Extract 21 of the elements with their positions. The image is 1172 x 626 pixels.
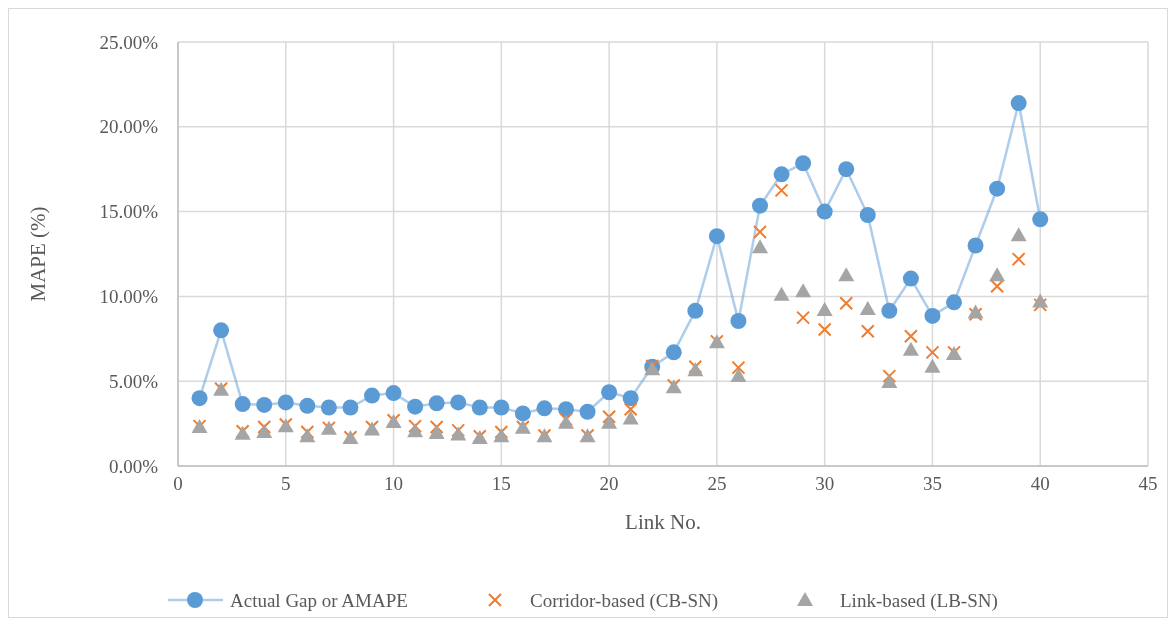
x-tick-label: 45 (1138, 473, 1158, 494)
y-tick-label: 10.00% (99, 286, 159, 308)
x-tick-label: 0 (173, 473, 183, 494)
y-tick-label: 20.00% (99, 116, 159, 138)
y-axis-title: MAPE (%) (26, 206, 50, 302)
x-tick-label: 35 (922, 473, 942, 494)
y-tick-label: 25.00% (99, 31, 159, 53)
x-tick-label: 40 (1030, 473, 1050, 494)
x-tick-label: 5 (281, 473, 291, 494)
y-tick-label: 0.00% (108, 455, 159, 477)
x-tick-label: 20 (599, 473, 619, 494)
x-tick-label: 10 (384, 473, 404, 494)
x-tick-label: 25 (707, 473, 727, 494)
legend-label: Actual Gap or AMAPE (230, 589, 408, 611)
x-axis-title: Link No. (625, 510, 701, 534)
y-tick-label: 5.00% (108, 370, 159, 392)
legend-label: Link-based (LB-SN) (840, 589, 998, 612)
x-tick-label: 15 (491, 473, 511, 494)
y-tick-label: 15.00% (99, 201, 159, 223)
x-tick-label: 30 (815, 473, 835, 494)
legend-label: Corridor-based (CB-SN) (530, 589, 719, 612)
